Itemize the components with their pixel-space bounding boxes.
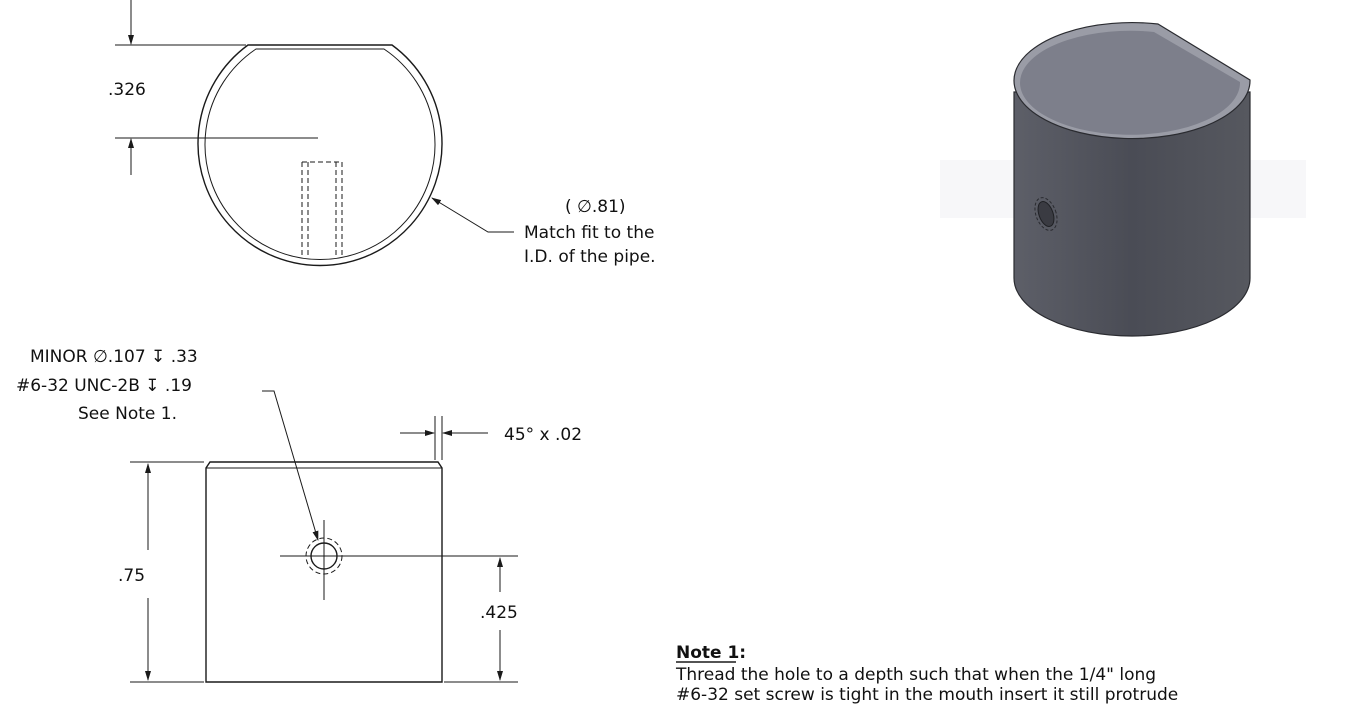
isometric-view — [940, 21, 1306, 337]
iso-top-face — [1020, 30, 1241, 135]
front-view — [130, 390, 518, 683]
chamfer-callout: 45° x .02 — [504, 425, 582, 445]
dim-hole-height: .425 — [480, 603, 518, 623]
top-view-outline — [197, 44, 443, 267]
diameter-leader — [431, 197, 514, 233]
dim-height: .75 — [118, 566, 145, 586]
hole-callout-line3: See Note 1. — [78, 404, 177, 424]
top-view — [115, 0, 514, 267]
hole-leader — [262, 390, 319, 541]
note-line2: #6-32 set screw is tight in the mouth in… — [676, 685, 1178, 704]
note-line1: Thread the hole to a depth such that whe… — [675, 665, 1156, 685]
iso-side-face — [1013, 91, 1251, 337]
diameter-callout: ( ∅.81) — [565, 197, 626, 217]
top-view-chamfer — [204, 48, 436, 261]
note-title: Note 1: — [676, 643, 746, 663]
iso-screw-hole-outer — [1034, 197, 1058, 231]
fit-note-line2: I.D. of the pipe. — [524, 247, 656, 267]
hole-callout-line1: MINOR ∅.107 ↧ .33 — [30, 347, 198, 367]
fit-note-line1: Match fit to the — [524, 223, 654, 243]
dim-flat-height: .326 — [108, 80, 146, 100]
iso-screw-hole — [1037, 201, 1055, 227]
hidden-hole — [301, 161, 343, 258]
hole-callout-line2: #6-32 UNC-2B ↧ .19 — [16, 376, 192, 396]
note-block: Note 1: Thread the hole to a depth such … — [675, 643, 1178, 704]
